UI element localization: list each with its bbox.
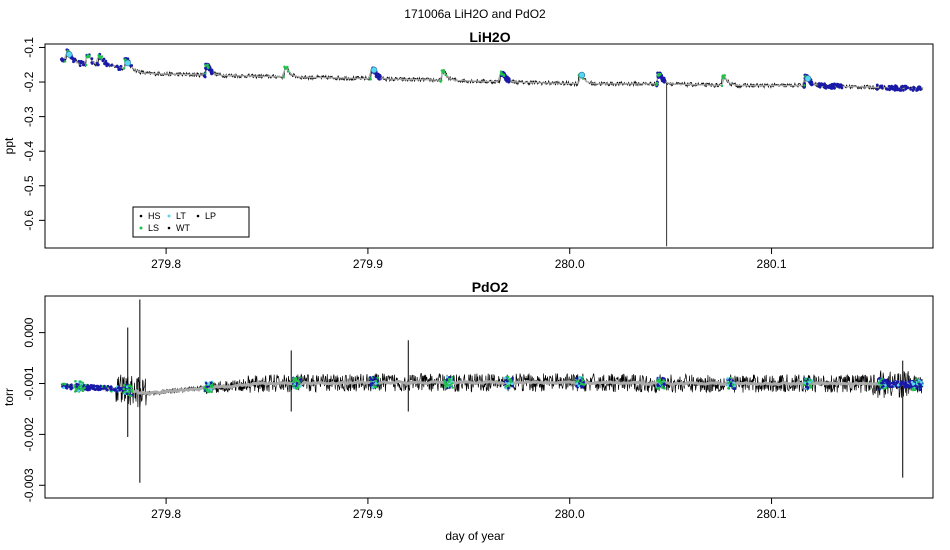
pdo2-calibration-cluster <box>368 375 380 390</box>
lih2o-calibration-segment <box>875 83 922 92</box>
pdo2-calibration-segment-end <box>881 379 924 389</box>
lih2o-mean-line <box>60 51 923 90</box>
legend-marker-lt <box>167 214 171 218</box>
y-tick-label: 0.000 <box>22 317 36 347</box>
y-tick-label: -0.2 <box>22 71 36 92</box>
x-tick-label: 279.9 <box>353 257 383 271</box>
y-tick-label: -0.003 <box>22 468 36 502</box>
legend-marker-hs <box>139 214 143 218</box>
lih2o-data <box>59 48 924 247</box>
y-tick-label: -0.4 <box>22 141 36 162</box>
legend-label-wt: WT <box>176 223 190 233</box>
pdo2-calibration-cluster <box>292 376 303 390</box>
x-tick-label: 280.0 <box>555 257 585 271</box>
pdo2-calibration-cluster <box>74 380 85 393</box>
pdo2-calibration-cluster <box>726 376 737 390</box>
lih2o-x-axis: 279.8 279.9 280.0 280.1 <box>151 248 787 271</box>
lih2o-panel: LiH2O 279.8 279.9 280.0 280.1 -0.6-0.5-0.4-… <box>2 29 934 271</box>
y-tick-label: -0.5 <box>22 175 36 196</box>
lih2o-ls-points <box>204 63 210 75</box>
pdo2-calibration-cluster <box>203 380 214 394</box>
legend-label-lp: LP <box>205 211 216 221</box>
pdo2-x-axis-title: day of year <box>445 529 504 543</box>
pdo2-y-axis: -0.003 -0.002 -0.001 0.000 <box>22 317 45 502</box>
legend-box <box>132 206 250 238</box>
legend-label-lt: LT <box>176 211 186 221</box>
lih2o-signal-line <box>60 50 924 92</box>
lih2o-plot-frame <box>44 43 934 249</box>
pdo2-panel: PdO2 279.8 279.9 280.0 280.1 -0.003-0.002-0… <box>2 279 934 543</box>
pdo2-calibration-cluster <box>443 375 454 390</box>
pdo2-calibration-cluster <box>503 375 514 390</box>
legend-marker-wt <box>167 226 171 230</box>
x-tick-label: 279.9 <box>353 507 383 521</box>
pdo2-calibration-cluster <box>802 377 813 391</box>
lih2o-ls-points <box>439 69 447 83</box>
pdo2-x-axis: 279.8 279.9 280.0 280.1 <box>151 498 787 521</box>
lih2o-panel-title: LiH2O <box>469 29 510 45</box>
pdo2-plot-frame <box>44 295 934 499</box>
x-tick-label: 279.8 <box>151 257 181 271</box>
figure-title: 171006a LiH2O and PdO2 <box>404 7 546 21</box>
y-tick-label: -0.002 <box>22 417 36 451</box>
x-tick-label: 280.0 <box>555 507 585 521</box>
legend-label-ls: LS <box>148 223 159 233</box>
legend-marker-lp <box>196 214 200 218</box>
legend-label-hs: HS <box>148 211 161 221</box>
lih2o-y-axis-title: ppt <box>2 137 16 154</box>
x-tick-label: 279.8 <box>151 507 181 521</box>
lih2o-ls-points <box>97 54 104 60</box>
lih2o-y-axis: -0.6 -0.5 -0.4 -0.3 -0.2 -0.1 <box>22 37 45 231</box>
lih2o-calibration-segment <box>817 82 844 90</box>
lih2o-lt-point <box>804 75 812 82</box>
pdo2-calibration-cluster <box>574 375 586 389</box>
pdo2-calibration-cluster <box>122 383 133 398</box>
y-tick-label: -0.1 <box>22 37 36 58</box>
lih2o-lt-point <box>578 71 586 79</box>
y-tick-label: -0.6 <box>22 210 36 231</box>
pdo2-panel-title: PdO2 <box>472 279 509 295</box>
y-tick-label: -0.001 <box>22 366 36 400</box>
lih2o-lt-point <box>65 51 73 58</box>
x-tick-label: 280.1 <box>757 507 787 521</box>
lih2o-ls-points <box>655 72 662 87</box>
pdo2-calibration-cluster <box>655 376 666 390</box>
pdo2-y-axis-title: torr <box>2 388 16 406</box>
lih2o-lt-point <box>124 59 131 67</box>
lih2o-ls-points <box>720 74 726 88</box>
lih2o-ls-points <box>499 70 506 78</box>
x-tick-label: 280.1 <box>757 257 787 271</box>
y-tick-label: -0.3 <box>22 106 36 127</box>
lih2o-lt-point <box>370 66 378 74</box>
legend-marker-ls <box>139 226 143 230</box>
lih2o-legend: HS LT LP LS WT <box>132 206 250 238</box>
lih2o-ls-points <box>85 53 91 67</box>
lih2o-ls-points <box>282 65 290 79</box>
pdo2-data <box>60 299 924 483</box>
